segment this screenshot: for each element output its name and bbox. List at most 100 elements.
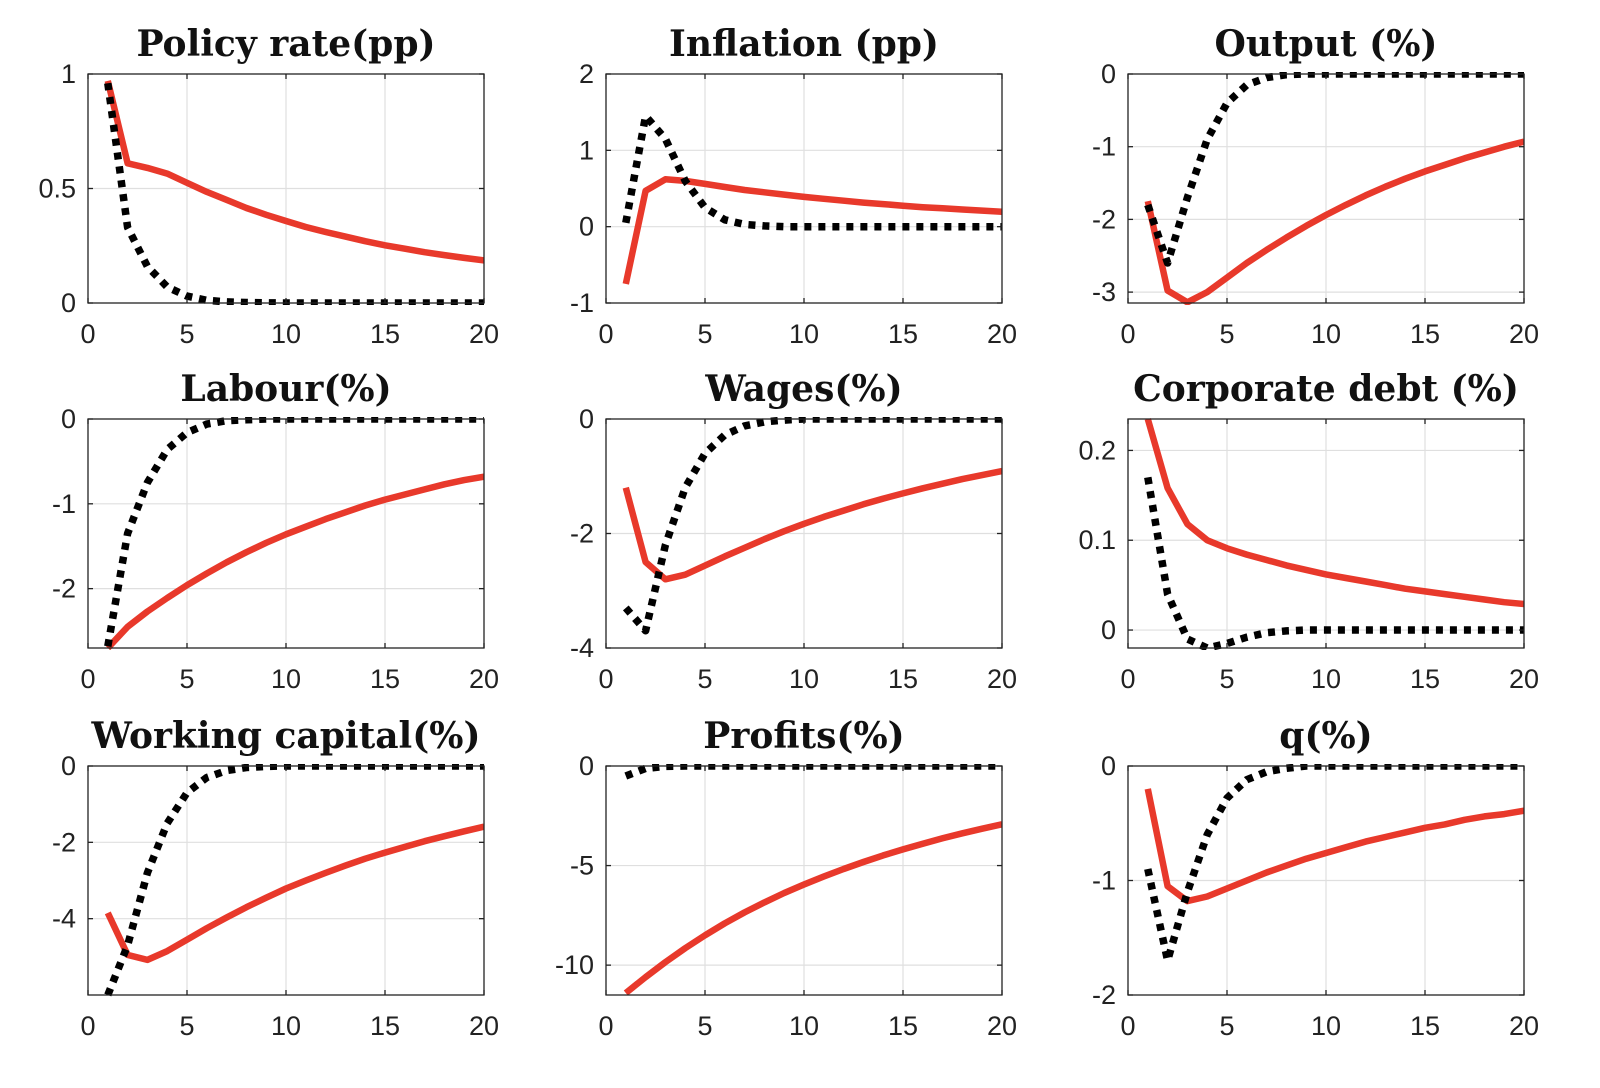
x-tick-label: 0 bbox=[1120, 1011, 1135, 1041]
panel-title: q(%) bbox=[1279, 715, 1372, 757]
series-line-solid bbox=[104, 80, 484, 264]
x-tick-label: 20 bbox=[987, 319, 1017, 349]
x-tick-label: 5 bbox=[697, 319, 712, 349]
series-line-dotted bbox=[1144, 476, 1524, 650]
panel-title: Labour(%) bbox=[180, 368, 391, 410]
panel-title: Output (%) bbox=[1215, 23, 1438, 65]
y-tick-label: -2 bbox=[1092, 204, 1116, 234]
y-tick-label: -4 bbox=[570, 633, 594, 663]
y-tick-label: 0 bbox=[61, 288, 76, 318]
panel-policy-rate-pp: Policy rate(pp) 0 5 10 15 20 0 0.5 1 bbox=[38, 23, 499, 349]
panel-labour: Labour(%) 0 5 10 15 20 -2 -1 0 bbox=[52, 368, 499, 694]
x-tick-label: 15 bbox=[888, 1011, 918, 1041]
y-tick-label: -2 bbox=[52, 827, 76, 857]
x-tick-label: 15 bbox=[888, 319, 918, 349]
series-line-dotted bbox=[104, 417, 484, 647]
x-tick-label: 5 bbox=[179, 1011, 194, 1041]
x-tick-label: 20 bbox=[1509, 1011, 1539, 1041]
y-tick-label: 0 bbox=[579, 212, 594, 242]
panel-working-capital: Working capital(%) 0 5 10 15 20 -4 -2 0 bbox=[52, 715, 499, 1041]
x-tick-label: 15 bbox=[370, 319, 400, 349]
panel-output: Output (%) 0 5 10 15 20 -3 -2 -1 0 bbox=[1092, 23, 1539, 349]
y-tick-label: -4 bbox=[52, 904, 76, 934]
panel-wages: Wages(%) 0 5 10 15 20 -4 -2 0 bbox=[570, 368, 1017, 694]
x-tick-label: 0 bbox=[80, 319, 95, 349]
series-line-dotted bbox=[104, 82, 484, 305]
series-line-solid bbox=[1144, 788, 1524, 905]
x-tick-label: 0 bbox=[1120, 664, 1135, 694]
panel-corporate-debt: Corporate debt (%) 0 5 10 15 20 0 0.1 0.2 bbox=[1078, 368, 1539, 694]
x-tick-label: 20 bbox=[1509, 319, 1539, 349]
panel-title: Policy rate(pp) bbox=[136, 23, 435, 65]
y-tick-label: 0 bbox=[61, 404, 76, 434]
series-line-solid bbox=[622, 176, 1002, 285]
series-line-solid bbox=[623, 821, 1002, 996]
x-tick-label: 5 bbox=[1219, 319, 1234, 349]
x-tick-label: 10 bbox=[1311, 319, 1341, 349]
x-tick-label: 0 bbox=[1120, 319, 1135, 349]
y-tick-label: 0 bbox=[1101, 751, 1116, 781]
panel-title: Corporate debt (%) bbox=[1133, 368, 1519, 410]
x-tick-label: 10 bbox=[271, 319, 301, 349]
x-tick-label: 15 bbox=[888, 664, 918, 694]
y-tick-label: 1 bbox=[61, 59, 76, 89]
y-tick-label: 0 bbox=[579, 404, 594, 434]
y-tick-label: 0 bbox=[579, 751, 594, 781]
y-tick-label: -3 bbox=[1092, 277, 1116, 307]
x-tick-label: 5 bbox=[697, 664, 712, 694]
series-line-solid bbox=[1144, 138, 1524, 305]
panel-profits: Profits(%) 0 5 10 15 20 -10 -5 0 bbox=[555, 715, 1017, 1041]
x-tick-label: 10 bbox=[271, 664, 301, 694]
y-tick-label: 2 bbox=[579, 59, 594, 89]
x-tick-label: 10 bbox=[789, 1011, 819, 1041]
x-tick-label: 10 bbox=[789, 319, 819, 349]
x-tick-label: 5 bbox=[179, 664, 194, 694]
y-tick-label: 0.1 bbox=[1078, 525, 1116, 555]
y-tick-label: -1 bbox=[570, 288, 594, 318]
y-tick-label: 0.2 bbox=[1078, 435, 1116, 465]
x-tick-label: 0 bbox=[80, 664, 95, 694]
series-line-dotted bbox=[1144, 72, 1524, 267]
x-tick-label: 0 bbox=[598, 319, 613, 349]
x-tick-label: 5 bbox=[697, 1011, 712, 1041]
series-line-dotted bbox=[1144, 764, 1524, 965]
x-tick-label: 20 bbox=[469, 1011, 499, 1041]
panel-title: Working capital(%) bbox=[91, 715, 481, 757]
y-tick-label: -2 bbox=[570, 519, 594, 549]
x-tick-label: 20 bbox=[469, 319, 499, 349]
y-tick-label: 0.5 bbox=[38, 174, 76, 204]
x-tick-label: 10 bbox=[271, 1011, 301, 1041]
y-tick-label: 0 bbox=[1101, 59, 1116, 89]
x-tick-label: 0 bbox=[598, 664, 613, 694]
x-tick-label: 5 bbox=[179, 319, 194, 349]
series-line-solid bbox=[622, 467, 1002, 583]
series-line-dotted bbox=[622, 417, 1002, 635]
x-tick-label: 10 bbox=[1311, 664, 1341, 694]
y-tick-label: 0 bbox=[1101, 615, 1116, 645]
panel-title: Inflation (pp) bbox=[669, 23, 939, 65]
panel-title: Wages(%) bbox=[704, 368, 902, 410]
x-tick-label: 20 bbox=[987, 664, 1017, 694]
y-tick-label: 1 bbox=[579, 135, 594, 165]
x-tick-label: 10 bbox=[789, 664, 819, 694]
y-tick-label: -5 bbox=[570, 851, 594, 881]
x-tick-label: 0 bbox=[598, 1011, 613, 1041]
x-tick-label: 15 bbox=[1410, 664, 1440, 694]
panel-title: Profits(%) bbox=[703, 715, 904, 757]
x-tick-label: 15 bbox=[1410, 1011, 1440, 1041]
x-tick-label: 20 bbox=[987, 1011, 1017, 1041]
y-tick-label: -1 bbox=[52, 489, 76, 519]
x-tick-label: 15 bbox=[370, 664, 400, 694]
series-line-solid bbox=[105, 473, 484, 650]
series-line-solid bbox=[104, 823, 484, 964]
x-tick-label: 20 bbox=[1509, 664, 1539, 694]
x-tick-label: 15 bbox=[1410, 319, 1440, 349]
x-tick-label: 10 bbox=[1311, 1011, 1341, 1041]
x-tick-label: 20 bbox=[469, 664, 499, 694]
x-tick-label: 15 bbox=[370, 1011, 400, 1041]
y-tick-label: -2 bbox=[1092, 980, 1116, 1010]
series-line-dotted bbox=[624, 764, 1002, 780]
y-tick-label: -1 bbox=[1092, 866, 1116, 896]
